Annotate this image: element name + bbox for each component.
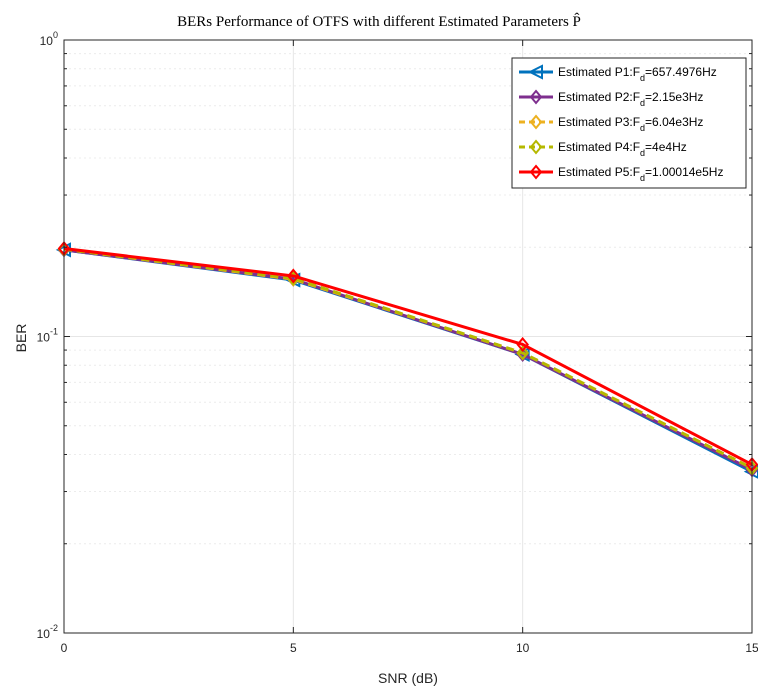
legend-label: Estimated P2:Fd=2.15e3Hz <box>558 90 703 108</box>
legend-item: Estimated P2:Fd=2.15e3Hz <box>519 89 703 108</box>
y-tick-label: 10-2 <box>37 623 58 641</box>
y-axis-label: BER <box>13 324 29 353</box>
legend-item: Estimated P1:Fd=657.4976Hz <box>519 64 717 83</box>
legend: Estimated P1:Fd=657.4976Hz Estimated P2:F… <box>511 57 747 189</box>
legend-label: Estimated P3:Fd=6.04e3Hz <box>558 115 703 133</box>
x-tick-label: 0 <box>61 641 68 655</box>
data-point-marker <box>516 345 529 361</box>
legend-marker <box>529 164 543 180</box>
legend-marker <box>529 89 543 105</box>
y-tick-label: 100 <box>40 30 58 48</box>
legend-marker <box>529 139 543 155</box>
legend-item: Estimated P3:Fd=6.04e3Hz <box>519 114 703 133</box>
x-axis-label: SNR (dB) <box>378 670 438 686</box>
chart-title: BERs Performance of OTFS with different … <box>177 13 581 30</box>
x-tick-label: 10 <box>516 641 530 655</box>
legend-label: Estimated P5:Fd=1.00014e5Hz <box>558 165 723 183</box>
data-point-marker <box>287 268 300 284</box>
y-tick-label: 10-1 <box>37 327 58 345</box>
x-tick-label: 15 <box>745 641 758 655</box>
series-layer <box>55 240 758 479</box>
legend-item: Estimated P5:Fd=1.00014e5Hz <box>519 164 723 183</box>
legend-label: Estimated P1:Fd=657.4976Hz <box>558 65 717 83</box>
series-line <box>63 247 753 466</box>
data-point-marker <box>516 336 529 353</box>
axes: 0 5 10 15 100 10-1 10-2 <box>37 30 758 655</box>
legend-item: Estimated P4:Fd=4e4Hz <box>519 139 687 158</box>
x-tick-label: 5 <box>290 641 297 655</box>
legend-marker <box>527 64 543 80</box>
series-line <box>63 247 753 470</box>
legend-label: Estimated P4:Fd=4e4Hz <box>558 140 687 158</box>
legend-marker <box>529 114 543 130</box>
